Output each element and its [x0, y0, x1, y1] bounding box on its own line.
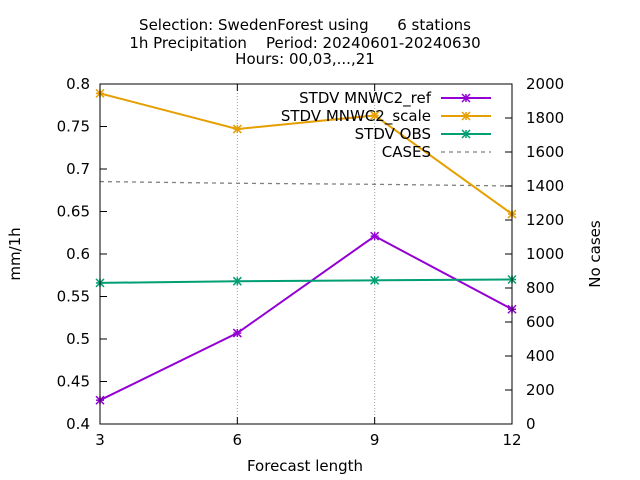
- legend-label: CASES: [382, 143, 431, 161]
- data-point: [461, 93, 471, 103]
- y2-tick-label: 400: [526, 347, 555, 365]
- title-line-3: Hours: 00,03,...,21: [235, 50, 375, 68]
- y2-tick-label: 0: [526, 415, 536, 433]
- data-point: [232, 276, 242, 286]
- x-tick-label: 6: [233, 431, 243, 449]
- y-tick-label: 0.65: [57, 203, 90, 221]
- y2-tick-label: 200: [526, 381, 555, 399]
- y2-tick-label: 600: [526, 313, 555, 331]
- y2-tick-label: 1400: [526, 177, 564, 195]
- data-series: [95, 88, 517, 405]
- y-tick-label: 0.4: [66, 415, 90, 433]
- y-tick-label: 0.8: [66, 75, 90, 93]
- y2-tick-label: 800: [526, 279, 555, 297]
- y-tick-label: 0.5: [66, 330, 90, 348]
- data-point: [232, 124, 242, 134]
- chart-title: Selection: SwedenForest using 6 stations…: [129, 16, 480, 68]
- data-point: [370, 110, 380, 120]
- y-tick-label: 0.45: [57, 373, 90, 391]
- data-point: [370, 231, 380, 241]
- data-point: [461, 111, 471, 121]
- x-tick-label: 3: [95, 431, 105, 449]
- y2-tick-label: 1200: [526, 211, 564, 229]
- y-tick-label: 0.75: [57, 118, 90, 136]
- x-tick-label: 12: [502, 431, 521, 449]
- y-axis-tick-labels: 0.4 0.45 0.5 0.55 0.6 0.65 0.7 0.75 0.8: [57, 75, 90, 433]
- title-line-2: 1h Precipitation Period: 20240601-202406…: [129, 34, 480, 52]
- x-tick-label: 9: [370, 431, 380, 449]
- cases-series: [99, 180, 513, 187]
- y2-tick-label: 1800: [526, 109, 564, 127]
- series-line-1: [99, 92, 513, 215]
- x-axis-label: Forecast length: [247, 457, 363, 475]
- data-point: [370, 275, 380, 285]
- series-line-3: [99, 180, 513, 187]
- legend-label: STDV MNWC2_ref: [299, 89, 432, 108]
- y2-axis-tick-labels: 0 200 400 600 800 1000 1200 1400 1600 1800 2000: [526, 75, 564, 433]
- data-point: [232, 328, 242, 338]
- title-line-1: Selection: SwedenForest using 6 stations: [139, 16, 471, 34]
- legend-label: STDV OBS: [355, 125, 431, 143]
- y2-axis-label: No cases: [586, 220, 604, 288]
- series-line-0: [99, 234, 513, 402]
- series-line-2: [99, 278, 513, 284]
- y-tick-label: 0.6: [66, 245, 90, 263]
- y2-tick-label: 2000: [526, 75, 564, 93]
- legend-label: STDV MNWC2_scale: [281, 107, 431, 126]
- x-axis-tick-labels: 3 6 9 12: [95, 431, 521, 449]
- y2-tick-label: 1600: [526, 143, 564, 161]
- axis-ticks: [99, 83, 513, 425]
- data-point: [461, 129, 471, 139]
- y2-tick-label: 1000: [526, 245, 564, 263]
- y-axis-label: mm/1h: [6, 227, 24, 280]
- y-tick-label: 0.55: [57, 288, 90, 306]
- y-tick-label: 0.7: [66, 160, 90, 178]
